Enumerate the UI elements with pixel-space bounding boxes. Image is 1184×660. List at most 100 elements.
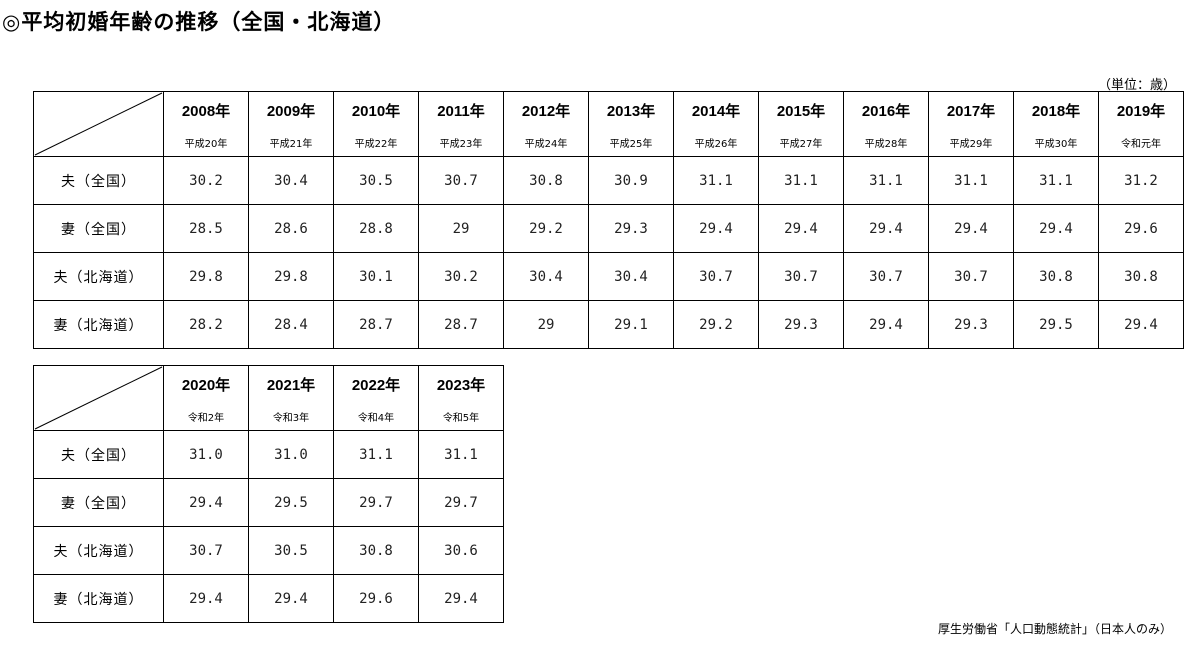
value-cell: 31.1 bbox=[333, 430, 419, 479]
year-label: 2016年 bbox=[861, 103, 911, 120]
era-label: 令和4年 bbox=[357, 413, 395, 424]
diagonal-line bbox=[34, 92, 163, 156]
value-cell: 29.4 bbox=[163, 478, 249, 527]
value-cell: 28.6 bbox=[248, 204, 334, 253]
value-cell: 30.9 bbox=[588, 156, 674, 205]
year-header: 2009年 平成21年 bbox=[248, 91, 334, 157]
value-cell: 30.4 bbox=[588, 252, 674, 301]
value-cell: 30.5 bbox=[248, 526, 334, 575]
value-cell: 29.1 bbox=[588, 300, 674, 349]
year-header: 2023年 令和5年 bbox=[418, 365, 504, 431]
era-label: 令和3年 bbox=[272, 413, 310, 424]
value-cell: 29.6 bbox=[1098, 204, 1184, 253]
header-row: 2020年令和2年 2021年令和3年 2022年令和4年 2023年 令和5年 bbox=[33, 365, 504, 431]
value-cell: 28.5 bbox=[163, 204, 249, 253]
value-cell: 29.7 bbox=[418, 478, 504, 527]
table-row: 夫（全国） 30.2 30.4 30.5 30.7 30.8 30.9 31.1 31.1 31.… bbox=[33, 156, 1184, 205]
year-label: 2020年 bbox=[181, 377, 231, 394]
era-label: 令和2年 bbox=[187, 413, 225, 424]
value-cell: 30.8 bbox=[1098, 252, 1184, 301]
year-header: 2018年 平成30年 bbox=[1013, 91, 1099, 157]
value-cell: 30.7 bbox=[163, 526, 249, 575]
year-header: 2015年平成27年 bbox=[758, 91, 844, 157]
era-label: 平成23年 bbox=[439, 139, 483, 150]
value-cell: 31.1 bbox=[843, 156, 929, 205]
value-cell: 29.4 bbox=[843, 204, 929, 253]
value-cell: 29.4 bbox=[248, 574, 334, 623]
era-label: 平成26年 bbox=[694, 139, 738, 150]
value-cell: 28.7 bbox=[333, 300, 419, 349]
unit-note: （単位：歳） bbox=[1097, 78, 1176, 93]
value-cell: 30.4 bbox=[248, 156, 334, 205]
value-cell: 28.2 bbox=[163, 300, 249, 349]
year-header: 2021年令和3年 bbox=[248, 365, 334, 431]
era-label: 平成29年 bbox=[949, 139, 993, 150]
year-header: 2019年令和元年 bbox=[1098, 91, 1184, 157]
value-cell: 30.8 bbox=[1013, 252, 1099, 301]
era-label: 平成30年 bbox=[1034, 139, 1078, 150]
header-row: 2008年 平成20年 2009年 平成21年 2010年 平成22年 2011年 平成23年… bbox=[33, 91, 1184, 157]
era-label: 平成22年 bbox=[354, 139, 398, 150]
year-label: 2013年 bbox=[606, 103, 656, 120]
era-label: 平成27年 bbox=[779, 139, 823, 150]
value-cell: 31.1 bbox=[1013, 156, 1099, 205]
year-label: 2021年 bbox=[266, 377, 316, 394]
age-table-2008-2019: 2008年 平成20年 2009年 平成21年 2010年 平成22年 2011年 平成23年… bbox=[33, 91, 1184, 349]
year-header: 2012年 平成24年 bbox=[503, 91, 589, 157]
year-label: 2011年 bbox=[437, 103, 485, 120]
table-row: 妻（全国） 29.4 29.5 29.7 29.7 bbox=[33, 478, 504, 527]
value-cell: 29.3 bbox=[928, 300, 1014, 349]
value-cell: 29.2 bbox=[503, 204, 589, 253]
year-header: 2014年 平成26年 bbox=[673, 91, 759, 157]
year-label: 2023年 bbox=[436, 377, 486, 394]
row-label: 夫（全国） bbox=[33, 156, 164, 205]
value-cell: 30.7 bbox=[843, 252, 929, 301]
value-cell: 31.1 bbox=[758, 156, 844, 205]
value-cell: 29.4 bbox=[1098, 300, 1184, 349]
value-cell: 29.3 bbox=[758, 300, 844, 349]
page-title: ◎平均初婚年齢の推移（全国・北海道） bbox=[2, 10, 396, 34]
value-cell: 31.1 bbox=[928, 156, 1014, 205]
value-cell: 29.4 bbox=[418, 574, 504, 623]
era-label: 平成24年 bbox=[524, 139, 568, 150]
row-label: 妻（全国） bbox=[33, 478, 164, 527]
value-cell: 31.1 bbox=[418, 430, 504, 479]
value-cell: 29.4 bbox=[1013, 204, 1099, 253]
value-cell: 30.5 bbox=[333, 156, 419, 205]
year-header: 2017年平成29年 bbox=[928, 91, 1014, 157]
value-cell: 29.4 bbox=[843, 300, 929, 349]
value-cell: 30.7 bbox=[418, 156, 504, 205]
corner-cell bbox=[33, 91, 164, 157]
value-cell: 29.8 bbox=[248, 252, 334, 301]
year-label: 2019年 bbox=[1116, 103, 1166, 120]
value-cell: 29.7 bbox=[333, 478, 419, 527]
year-label: 2009年 bbox=[266, 103, 316, 120]
value-cell: 29.4 bbox=[673, 204, 759, 253]
year-label: 2010年 bbox=[351, 103, 401, 120]
row-label: 夫（全国） bbox=[33, 430, 164, 479]
value-cell: 30.4 bbox=[503, 252, 589, 301]
row-label: 夫（北海道） bbox=[33, 526, 164, 575]
value-cell: 31.2 bbox=[1098, 156, 1184, 205]
source-note: 厚生労働省「人口動態統計」（日本人のみ） bbox=[937, 622, 1172, 636]
diagonal-line bbox=[34, 366, 163, 430]
value-cell: 30.8 bbox=[333, 526, 419, 575]
year-label: 2015年 bbox=[776, 103, 826, 120]
value-cell: 30.7 bbox=[758, 252, 844, 301]
table-row: 夫（北海道） 29.8 29.8 30.1 30.2 30.4 30.4 30.7 30.7 30… bbox=[33, 252, 1184, 301]
value-cell: 29.4 bbox=[758, 204, 844, 253]
value-cell: 30.2 bbox=[163, 156, 249, 205]
row-label: 妻（全国） bbox=[33, 204, 164, 253]
value-cell: 30.1 bbox=[333, 252, 419, 301]
value-cell: 29.8 bbox=[163, 252, 249, 301]
value-cell: 29.4 bbox=[163, 574, 249, 623]
era-label: 令和元年 bbox=[1121, 139, 1161, 150]
row-label: 妻（北海道） bbox=[33, 574, 164, 623]
era-label: 平成28年 bbox=[864, 139, 908, 150]
table-row: 夫（北海道） 30.7 30.5 30.8 30.6 bbox=[33, 526, 504, 575]
year-label: 2017年 bbox=[946, 103, 996, 120]
value-cell: 28.4 bbox=[248, 300, 334, 349]
year-label: 2022年 bbox=[351, 377, 401, 394]
value-cell: 28.7 bbox=[418, 300, 504, 349]
year-header: 2013年 平成25年 bbox=[588, 91, 674, 157]
